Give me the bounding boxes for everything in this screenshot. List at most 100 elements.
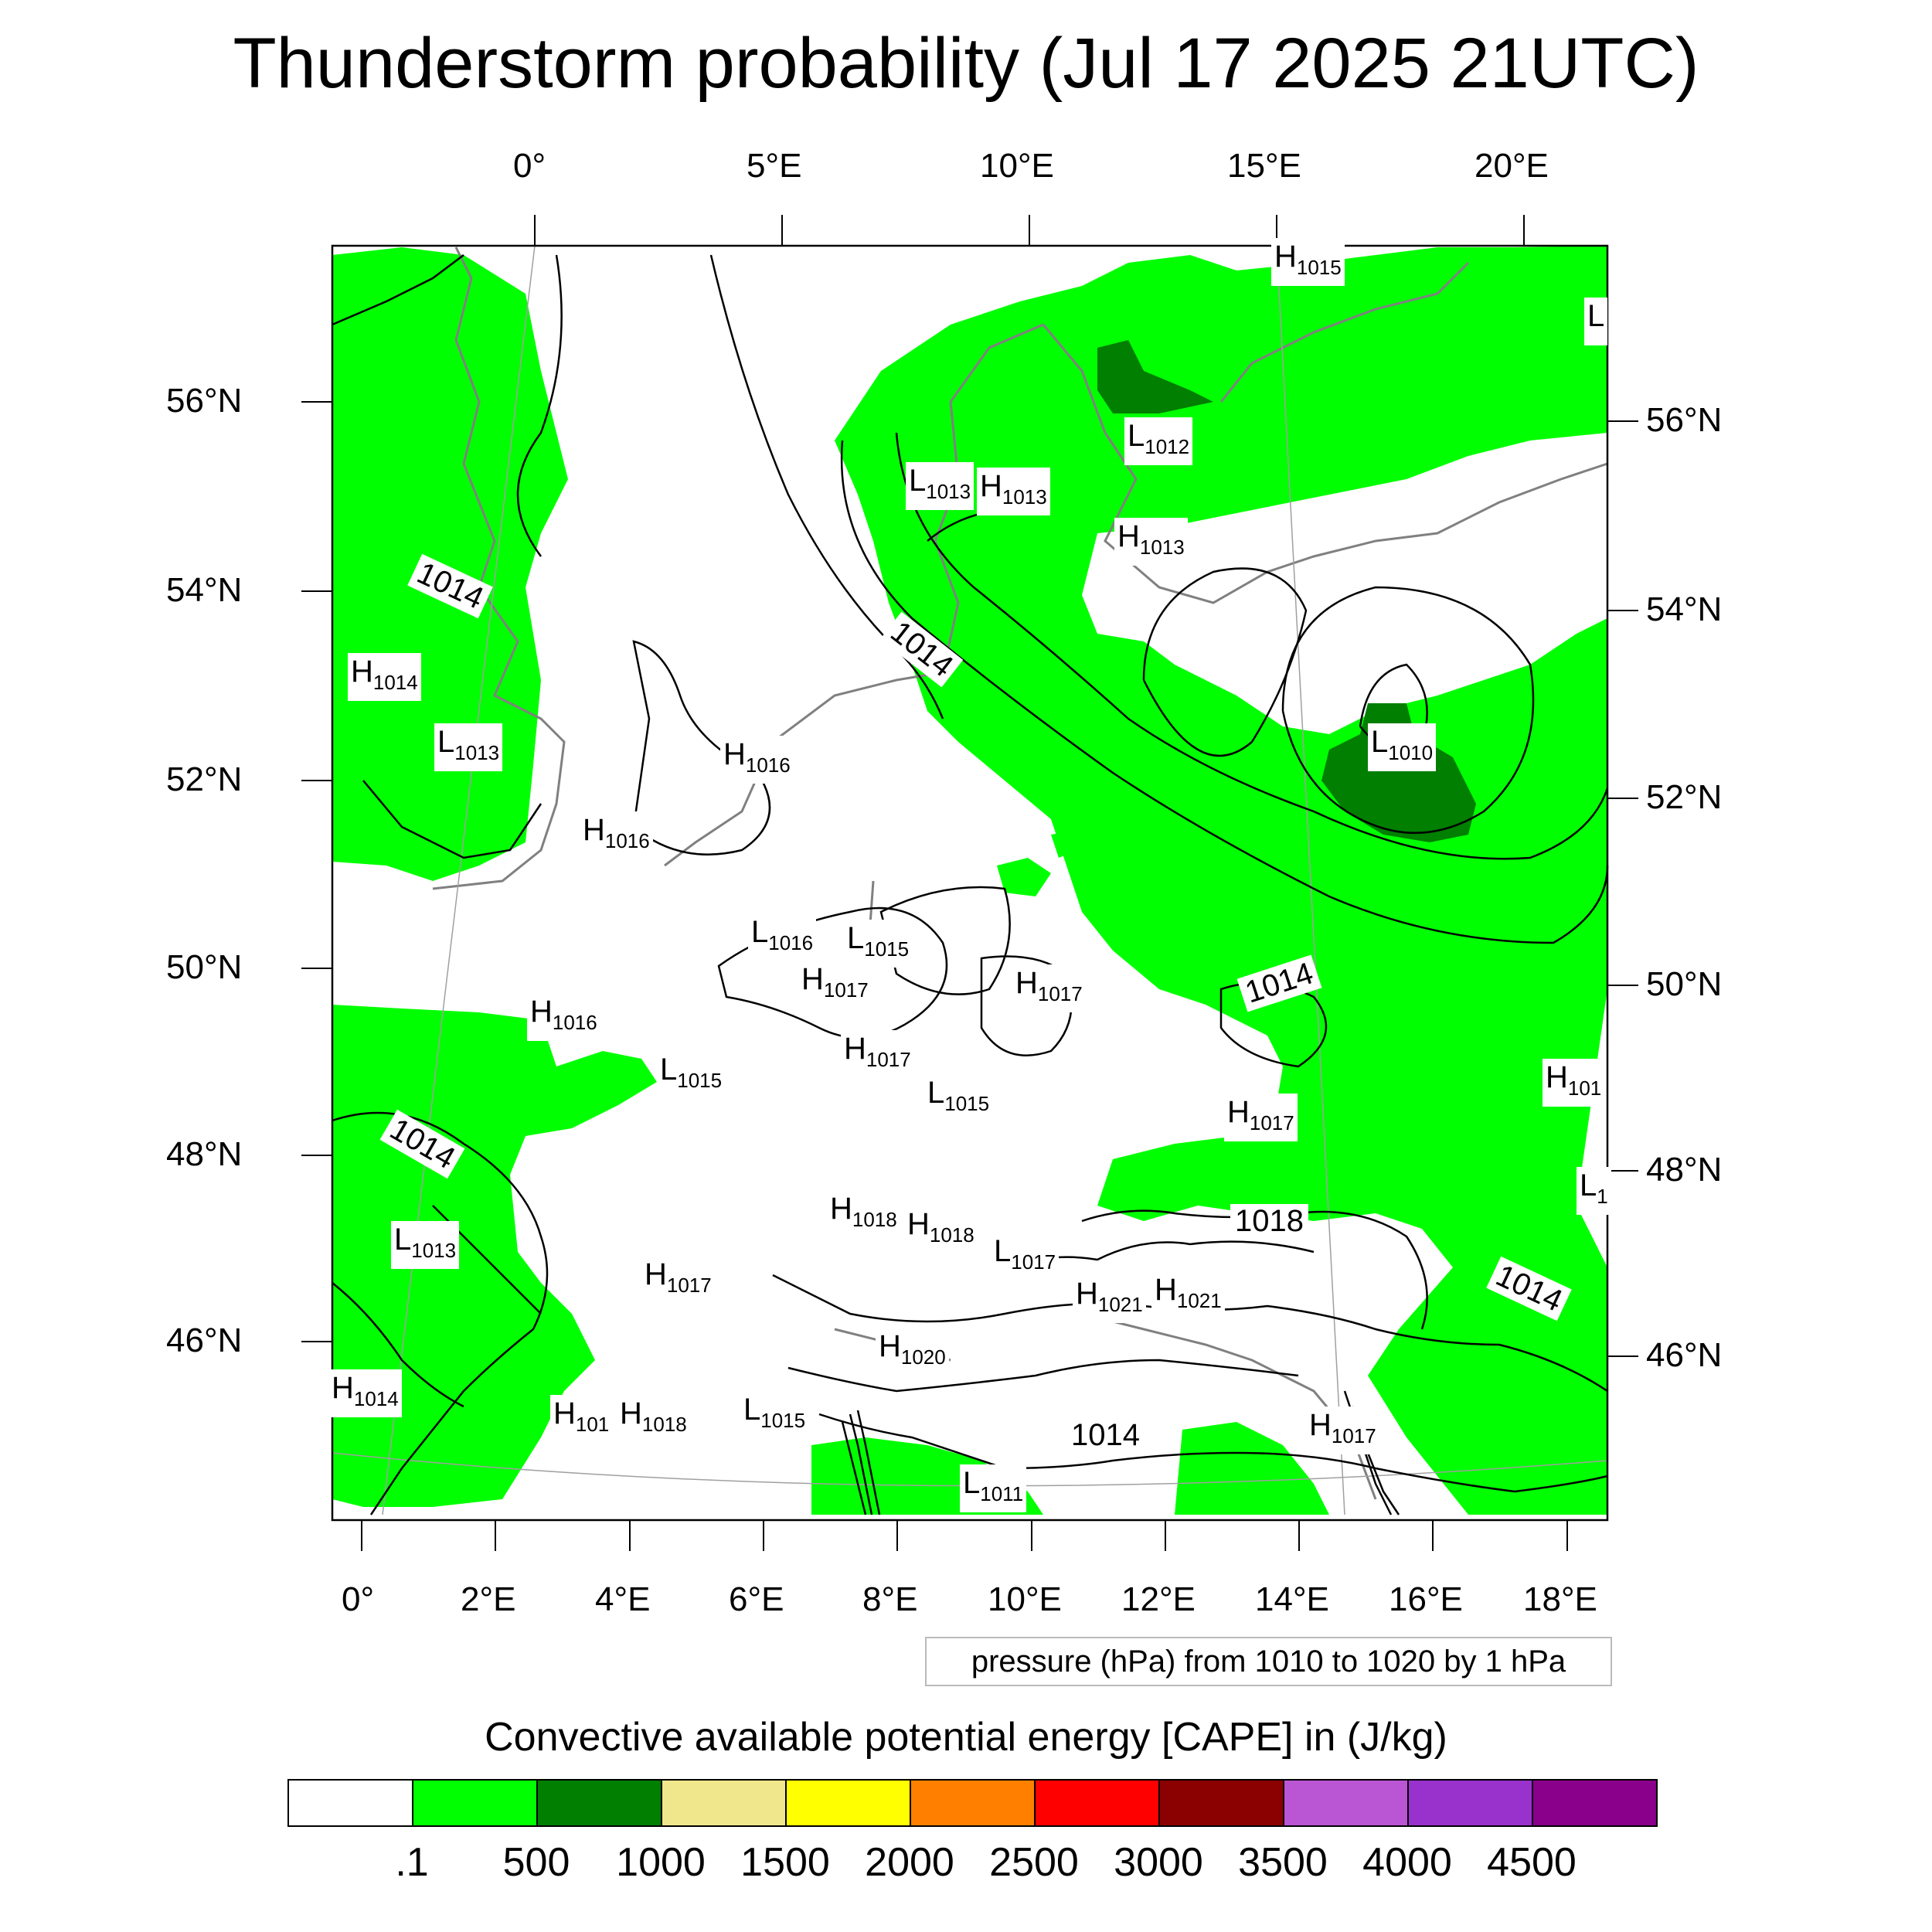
pressure-center-label: H1018 [617,1395,690,1443]
left-axis-label: 46°N [166,1321,243,1359]
axis-ticks [301,215,1638,1551]
colorbar-label: 1000 [616,1840,706,1885]
pressure-center-label: H1017 [841,1030,914,1078]
pressure-center-label: L1013 [906,462,975,510]
right-axis-label: 56°N [1646,401,1723,439]
left-axis-label: 54°N [166,571,243,609]
pressure-center-label: L1013 [391,1221,460,1269]
pressure-center-label: L1013 [434,723,503,771]
colorbar-label: 1500 [740,1840,830,1885]
colorbar-label: 3500 [1238,1840,1328,1885]
cape-area-italy [1175,1422,1329,1515]
colorbar-swatch [1532,1779,1658,1827]
cape-high-baltic [1097,340,1213,413]
right-axis-label: 52°N [1646,778,1723,816]
right-axis-label: 46°N [1646,1336,1723,1374]
right-axis-label: 54°N [1646,590,1723,628]
colorbar-swatch [412,1779,538,1827]
pressure-center-label: L1016 [748,913,817,961]
top-axis-label: 10°E [980,147,1054,185]
chart-title: Thunderstorm probability (Jul 17 2025 21… [233,24,1699,103]
left-axis-label: 56°N [166,382,243,420]
cape-area-uk [332,247,568,881]
left-axis-label: 50°N [166,948,243,986]
pressure-center-label: H1016 [580,811,653,859]
colorbar-swatch [287,1779,413,1827]
pressure-center-label: H1018 [904,1206,978,1253]
colorbar-swatch [661,1779,787,1827]
right-axis-label: 50°N [1646,965,1723,1003]
pressure-center-label: H1017 [1306,1406,1379,1454]
cape-fill-areas [332,246,1607,1515]
colorbar-swatch [1407,1779,1533,1827]
cape-high-areas [1097,340,1476,842]
top-axis-label: 0° [513,147,546,185]
colorbar-label: 2500 [989,1840,1079,1885]
pressure-center-label: L1015 [657,1051,726,1099]
pressure-center-label: H1014 [328,1369,402,1417]
colorbar-swatch [785,1779,911,1827]
pressure-center-label: L1010 [1368,723,1437,771]
colorbar-label: .1 [395,1840,429,1885]
top-axis-label: 15°E [1227,147,1301,185]
pressure-center-label: L [1584,298,1608,345]
pressure-center-label: H1020 [876,1328,949,1376]
map-frame [331,244,1609,1522]
bottom-axis-label: 14°E [1255,1580,1329,1618]
pressure-center-label: L1012 [1124,417,1193,465]
right-axis-label: 48°N [1646,1151,1723,1189]
bottom-axis-label: 2°E [461,1580,516,1618]
cape-area-blob1 [997,858,1051,896]
left-axis-label: 48°N [166,1135,243,1173]
colorbar-swatch [536,1779,662,1827]
left-axis-label: 52°N [166,760,243,798]
pressure-center-label: H101 [1543,1059,1605,1107]
colorbar-label: 3000 [1114,1840,1203,1885]
colorbar-swatch [1034,1779,1160,1827]
pressure-center-label: L1017 [991,1233,1060,1281]
pressure-center-label: L1 [1577,1167,1611,1215]
pressure-center-label: H1013 [1114,518,1188,566]
colorbar-swatch [1283,1779,1409,1827]
colorbar-swatch [910,1779,1036,1827]
pressure-center-label: L1011 [960,1464,1027,1512]
pressure-center-label: H1015 [1271,238,1345,286]
pressure-center-label: H1017 [641,1256,715,1304]
bottom-axis-label: 18°E [1523,1580,1597,1618]
colorbar-swatch [1158,1779,1284,1827]
colorbar-label: 4000 [1362,1840,1452,1885]
colorbar-title: Convective available potential energy [C… [485,1715,1447,1760]
isobar-label: 1014 [1066,1418,1145,1453]
bottom-axis-label: 10°E [988,1580,1062,1618]
cape-high-poland [1321,703,1476,842]
pressure-center-label: H1014 [348,653,421,701]
cape-area-blob2 [1051,831,1078,858]
pressure-center-label: H1018 [827,1190,900,1238]
pressure-center-label: H1017 [1224,1094,1298,1141]
bottom-axis-label: 8°E [862,1580,918,1618]
colorbar-label: 4500 [1487,1840,1577,1885]
colorbar-label: 500 [502,1840,570,1885]
colorbar-label: 2000 [865,1840,954,1885]
pressure-center-label: H1021 [1073,1275,1146,1323]
cape-area-north [835,246,1607,1515]
pressure-center-label: H1013 [977,468,1050,515]
pressure-contour-note: pressure (hPa) from 1010 to 1020 by 1 hP… [925,1637,1612,1686]
bottom-axis-label: 0° [342,1580,375,1618]
bottom-axis-label: 4°E [595,1580,651,1618]
pressure-center-label: H1016 [720,736,794,784]
pressure-center-label: L1015 [844,920,913,968]
bottom-axis-label: 6°E [729,1580,784,1618]
bottom-axis-label: 16°E [1389,1580,1463,1618]
pressure-center-label: H1017 [1012,964,1086,1012]
pressure-center-label: L1015 [740,1391,809,1439]
pressure-center-label: H1017 [798,961,872,1009]
pressure-center-label: L1015 [924,1074,993,1122]
top-axis-label: 20°E [1475,147,1549,185]
bottom-axis-label: 12°E [1121,1580,1196,1618]
pressure-center-label: H101 [550,1395,613,1443]
pressure-center-label: H1016 [527,993,600,1041]
pressure-center-label: H1021 [1151,1271,1225,1319]
top-axis-label: 5°E [747,147,802,185]
isobar-label: 1018 [1230,1204,1308,1239]
